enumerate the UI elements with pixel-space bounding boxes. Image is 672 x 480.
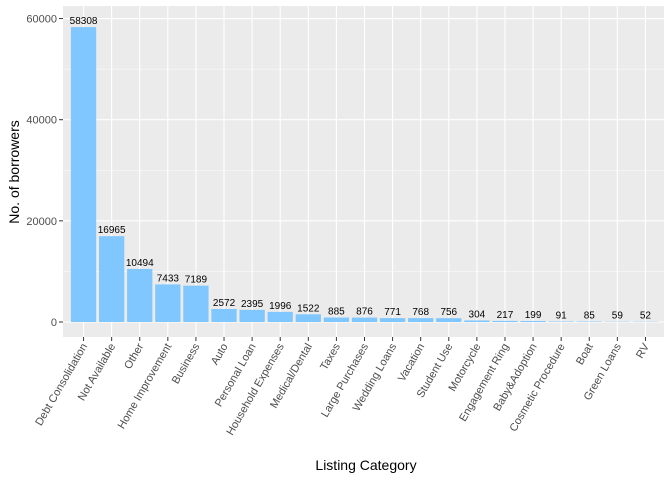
bar <box>127 268 153 322</box>
x-tick-label: Taxes <box>318 341 343 372</box>
bar <box>464 320 490 322</box>
bar <box>492 320 518 322</box>
y-tick-label: 0 <box>51 317 57 329</box>
bar <box>379 318 406 322</box>
x-tick-label: Boat <box>574 342 596 368</box>
bar <box>267 311 293 322</box>
bar <box>99 236 125 322</box>
plot-panel <box>63 6 664 337</box>
bar <box>295 314 321 322</box>
data-label: 768 <box>412 307 429 318</box>
x-tick-label: Other <box>122 341 146 371</box>
bar <box>239 309 265 322</box>
x-tick-label: RV <box>634 341 652 361</box>
bar <box>70 27 97 322</box>
x-tick-label: Home Improvement <box>116 342 175 432</box>
x-tick-label: Auto <box>209 342 231 368</box>
y-tick-label: 40000 <box>26 115 57 127</box>
data-label: 199 <box>525 310 542 321</box>
x-axis-title: Listing Category <box>315 457 416 473</box>
bar <box>408 318 434 322</box>
bar <box>155 284 181 322</box>
data-label: 7189 <box>185 275 208 286</box>
y-tick-label: 20000 <box>26 216 57 228</box>
x-tick-label: Cosmetic Procedure <box>508 342 568 434</box>
grid-lines <box>63 6 664 337</box>
data-label: 756 <box>440 307 457 318</box>
data-label: 58308 <box>70 16 98 27</box>
data-label: 2572 <box>213 298 236 309</box>
data-label: 52 <box>640 311 652 322</box>
bar <box>436 318 462 322</box>
x-tick-label: Vacation <box>396 342 427 384</box>
y-axis: 0 20000 40000 60000 <box>26 14 63 329</box>
data-label: 1996 <box>269 301 292 312</box>
x-tick-label: Business <box>170 341 203 386</box>
bar <box>351 317 378 322</box>
data-label: 85 <box>584 311 596 322</box>
data-label: 16965 <box>98 225 126 236</box>
data-label: 771 <box>384 307 401 318</box>
data-label: 1522 <box>297 303 320 314</box>
bars <box>70 27 659 322</box>
data-label: 59 <box>612 311 624 322</box>
data-label: 10494 <box>126 258 154 269</box>
y-tick-label: 60000 <box>26 14 57 26</box>
bar <box>520 320 546 322</box>
x-tick-label: Debt Consolidation <box>33 342 90 428</box>
data-label: 2395 <box>241 299 264 310</box>
y-axis-title: No. of borrowers <box>6 120 22 223</box>
data-label: 885 <box>328 307 345 318</box>
bar <box>183 285 209 322</box>
data-label: 304 <box>469 309 486 320</box>
bar <box>323 317 350 322</box>
bar <box>211 308 237 322</box>
data-label: 876 <box>356 307 373 318</box>
data-label: 7433 <box>157 273 180 284</box>
data-label: 91 <box>556 311 568 322</box>
data-label: 217 <box>497 310 514 321</box>
